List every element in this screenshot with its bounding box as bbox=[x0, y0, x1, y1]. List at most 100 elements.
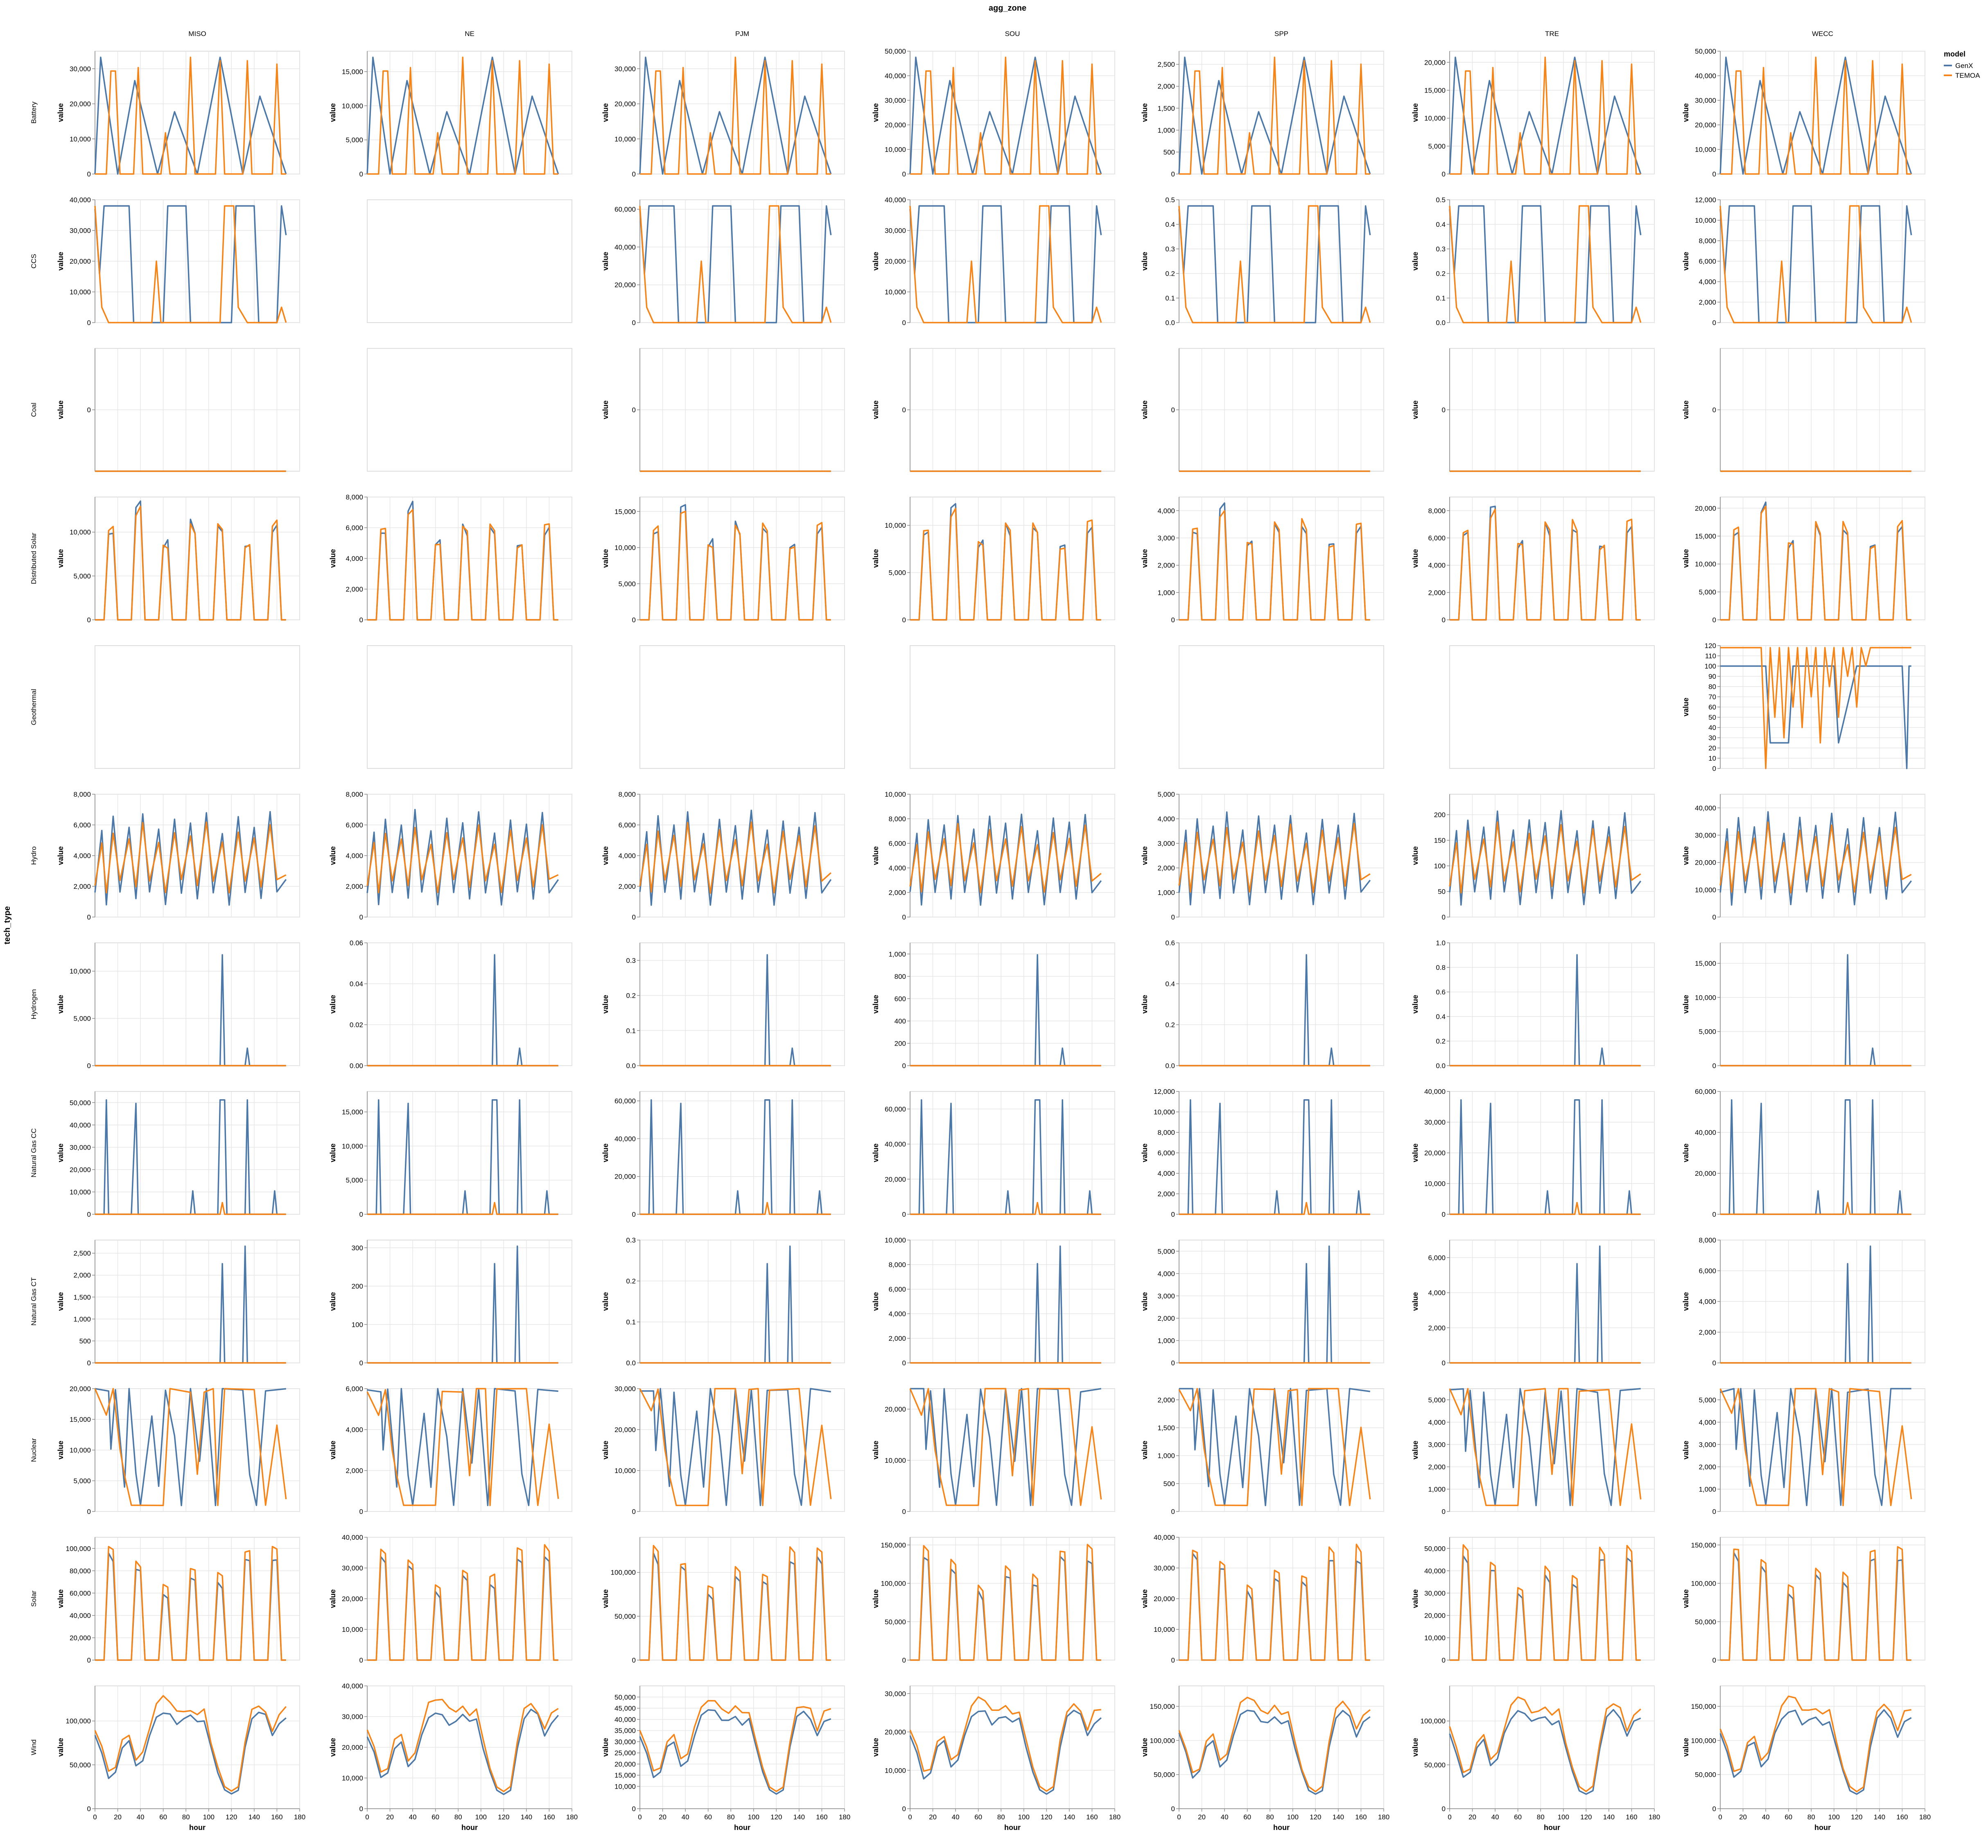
y-tick-label: 0 bbox=[632, 319, 636, 327]
series-line-temoa bbox=[640, 56, 831, 175]
series-line-temoa bbox=[95, 56, 286, 175]
y-tick-label: 100 bbox=[352, 1321, 363, 1328]
y-tick-label: 50,000 bbox=[70, 1099, 91, 1107]
x-axis-title: hour bbox=[461, 1823, 478, 1832]
y-tick-label: 50,000 bbox=[1154, 1771, 1175, 1779]
y-tick-label: 40,000 bbox=[1154, 1534, 1175, 1541]
y-tick-label: 0 bbox=[632, 1211, 636, 1218]
y-axis-title: value bbox=[601, 103, 610, 122]
y-tick-label: 10 bbox=[1708, 755, 1716, 762]
y-tick-label: 40,000 bbox=[885, 196, 906, 204]
panel-frame bbox=[367, 645, 572, 769]
series-line-temoa bbox=[640, 1545, 831, 1661]
x-tick-label: 120 bbox=[226, 1813, 237, 1821]
series-line-temoa bbox=[94, 1695, 287, 1792]
y-tick-label: 0 bbox=[632, 1508, 636, 1516]
panel-frame bbox=[1179, 1240, 1384, 1363]
series-line-temoa bbox=[1720, 647, 1911, 769]
x-tick-label: 160 bbox=[271, 1813, 282, 1821]
y-tick-label: 0.2 bbox=[626, 992, 636, 1000]
series-line-temoa bbox=[910, 1544, 1101, 1661]
panel-hydro-wecc: 0 10,000 20,000 30,000 40,000 value bbox=[1682, 794, 1925, 921]
x-tick-label: 0 bbox=[365, 1813, 369, 1821]
y-tick-label: 70 bbox=[1708, 693, 1716, 701]
y-axis-title: value bbox=[329, 549, 337, 568]
series-line-genx bbox=[1449, 56, 1642, 175]
y-tick-label: 0.6 bbox=[1436, 988, 1446, 996]
y-tick-label: 5,000 bbox=[1157, 1247, 1175, 1255]
panel-coal-pjm: 0 value bbox=[601, 348, 845, 472]
y-tick-label: 0 bbox=[1442, 913, 1446, 921]
y-tick-label: 4,000 bbox=[1157, 815, 1175, 823]
panel-distributed-solar-spp: 0 1,000 2,000 3,000 4,000 value bbox=[1141, 497, 1384, 624]
series-line-genx bbox=[909, 56, 1102, 175]
panel-solar-ne: 0 10,000 20,000 30,000 40,000 value bbox=[329, 1534, 572, 1664]
x-tick-label: 80 bbox=[1537, 1813, 1545, 1821]
x-tick-label: 60 bbox=[159, 1813, 167, 1821]
y-tick-label: 0 bbox=[632, 1656, 636, 1664]
x-tick-label: 40 bbox=[1491, 1813, 1499, 1821]
panel-ccs-tre: 0.0 0.1 0.2 0.3 0.4 0.5 value bbox=[1411, 196, 1655, 327]
panel-battery-pjm: 0 10,000 20,000 30,000 value bbox=[601, 51, 845, 178]
y-tick-label: 20,000 bbox=[1424, 59, 1446, 66]
y-axis-title: value bbox=[601, 846, 610, 865]
panel-hydro-ne: 0 2,000 4,000 6,000 8,000 value bbox=[329, 791, 572, 921]
y-tick-label: 1,000 bbox=[1157, 127, 1175, 134]
panel-nuclear-ne: 0 2,000 4,000 6,000 value bbox=[329, 1385, 572, 1516]
y-tick-label: 0 bbox=[1171, 1359, 1175, 1367]
series-line-temoa bbox=[94, 1388, 287, 1507]
y-tick-label: 30,000 bbox=[614, 1385, 636, 1393]
panel-coal-sou: 0 value bbox=[872, 348, 1115, 472]
y-axis-title: value bbox=[1141, 400, 1149, 419]
y-tick-label: 0.3 bbox=[1436, 245, 1446, 253]
y-tick-label: 5,000 bbox=[1428, 142, 1446, 150]
panel-frame bbox=[1449, 51, 1655, 174]
y-tick-label: 30,000 bbox=[70, 227, 91, 235]
y-tick-label: 5,000 bbox=[346, 136, 363, 144]
y-tick-label: 2,000 bbox=[73, 883, 91, 890]
y-tick-label: 0 bbox=[1712, 913, 1716, 921]
y-tick-label: 50,000 bbox=[885, 1618, 906, 1626]
panel-natural-gas-cc-tre: 0 10,000 20,000 30,000 40,000 value bbox=[1411, 1088, 1655, 1218]
panel-frame bbox=[910, 1091, 1115, 1215]
panel-frame bbox=[639, 1685, 845, 1809]
y-tick-label: 1,500 bbox=[73, 1293, 91, 1301]
y-axis-title: value bbox=[1682, 549, 1690, 568]
y-tick-label: 2,000 bbox=[1428, 1324, 1446, 1332]
y-tick-label: 0 bbox=[87, 1062, 91, 1070]
y-tick-label: 20,000 bbox=[70, 1385, 91, 1393]
y-tick-label: 0 bbox=[632, 170, 636, 178]
y-tick-label: 10,000 bbox=[1424, 115, 1446, 122]
y-tick-label: 1,500 bbox=[1157, 104, 1175, 112]
y-axis-title: value bbox=[872, 1143, 880, 1162]
series-line-temoa bbox=[909, 1696, 1101, 1792]
y-tick-label: 0.00 bbox=[350, 1062, 363, 1070]
x-tick-label: 140 bbox=[793, 1813, 805, 1821]
panel-wind-spp: 0 50,000 100,000 150,000 value 0 20 40 60 80 100 12… bbox=[1141, 1685, 1389, 1832]
y-tick-label: 100 bbox=[1705, 662, 1716, 670]
x-axis-title: hour bbox=[1544, 1823, 1560, 1832]
panel-frame bbox=[639, 199, 845, 323]
y-tick-label: 0.8 bbox=[1436, 964, 1446, 971]
y-tick-label: 0.4 bbox=[1165, 221, 1175, 228]
y-tick-label: 15,000 bbox=[614, 1771, 636, 1779]
y-tick-label: 3,000 bbox=[1157, 840, 1175, 847]
panel-wind-ne: 0 10,000 20,000 30,000 40,000 value 0 20 40 60 80 1… bbox=[329, 1682, 578, 1832]
y-tick-label: 4,000 bbox=[1428, 1419, 1446, 1426]
series-line-genx bbox=[1720, 1388, 1911, 1507]
x-tick-label: 40 bbox=[1221, 1813, 1229, 1821]
y-tick-label: 2,000 bbox=[1428, 589, 1446, 596]
x-tick-label: 40 bbox=[409, 1813, 417, 1821]
chart-title: agg_zone bbox=[989, 4, 1026, 13]
y-tick-label: 0.2 bbox=[1436, 1037, 1446, 1045]
panel-ccs-sou: 0 10,000 20,000 30,000 40,000 value bbox=[872, 196, 1115, 327]
series-line-temoa bbox=[910, 508, 1101, 621]
y-tick-label: 150,000 bbox=[1691, 1703, 1716, 1710]
panel-frame bbox=[1449, 1685, 1655, 1809]
series-line-temoa bbox=[1449, 821, 1641, 894]
y-tick-label: 120 bbox=[1705, 642, 1716, 650]
series-line-temoa bbox=[1450, 1202, 1641, 1215]
y-tick-label: 500 bbox=[1163, 148, 1175, 156]
y-tick-label: 10,000 bbox=[614, 544, 636, 552]
x-tick-label: 40 bbox=[137, 1813, 145, 1821]
